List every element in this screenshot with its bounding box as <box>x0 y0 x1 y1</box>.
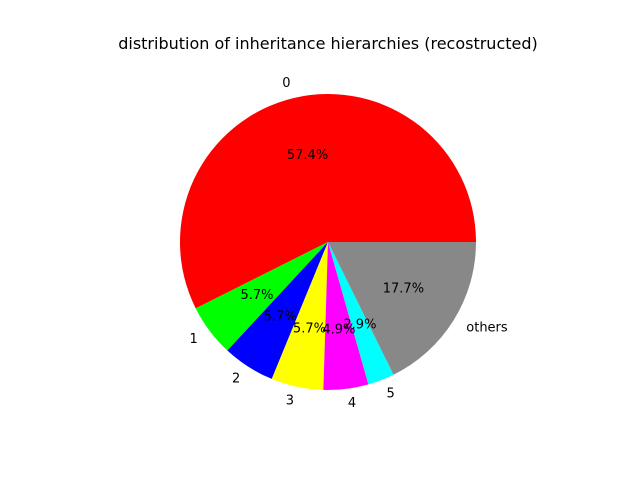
pie-slice-2 <box>227 242 328 379</box>
pct-label-others: 17.7% <box>383 281 424 296</box>
slice-label-2: 2 <box>232 372 240 387</box>
slice-label-3: 3 <box>286 394 294 409</box>
pie-slice-1 <box>195 242 328 351</box>
slice-label-5: 5 <box>387 386 395 401</box>
pie-slice-0 <box>180 94 476 309</box>
pie-slice-4 <box>323 242 369 390</box>
pct-label-2: 5.7% <box>264 309 297 324</box>
slice-label-1: 1 <box>190 332 198 347</box>
pct-label-3: 5.7% <box>293 321 326 336</box>
slice-label-others: others <box>466 320 508 335</box>
pie-slice-others <box>328 242 476 375</box>
pct-label-1: 5.7% <box>240 288 273 303</box>
pct-label-4: 4.9% <box>322 323 355 338</box>
slice-label-4: 4 <box>348 396 356 411</box>
pie-slice-3 <box>271 242 328 390</box>
pct-label-5: 2.9% <box>343 317 376 332</box>
pct-label-0: 57.4% <box>287 148 328 163</box>
pie-slices <box>180 94 476 390</box>
pie-labels: 0 57.4% 1 5.7% 2 5.7% 3 5.7% 4 4.9% 5 2.9% others 17.… <box>190 76 508 411</box>
pie-slice-5 <box>328 242 394 385</box>
chart-title: distribution of inheritance hierarchies … <box>118 34 538 53</box>
slice-label-0: 0 <box>282 76 290 91</box>
